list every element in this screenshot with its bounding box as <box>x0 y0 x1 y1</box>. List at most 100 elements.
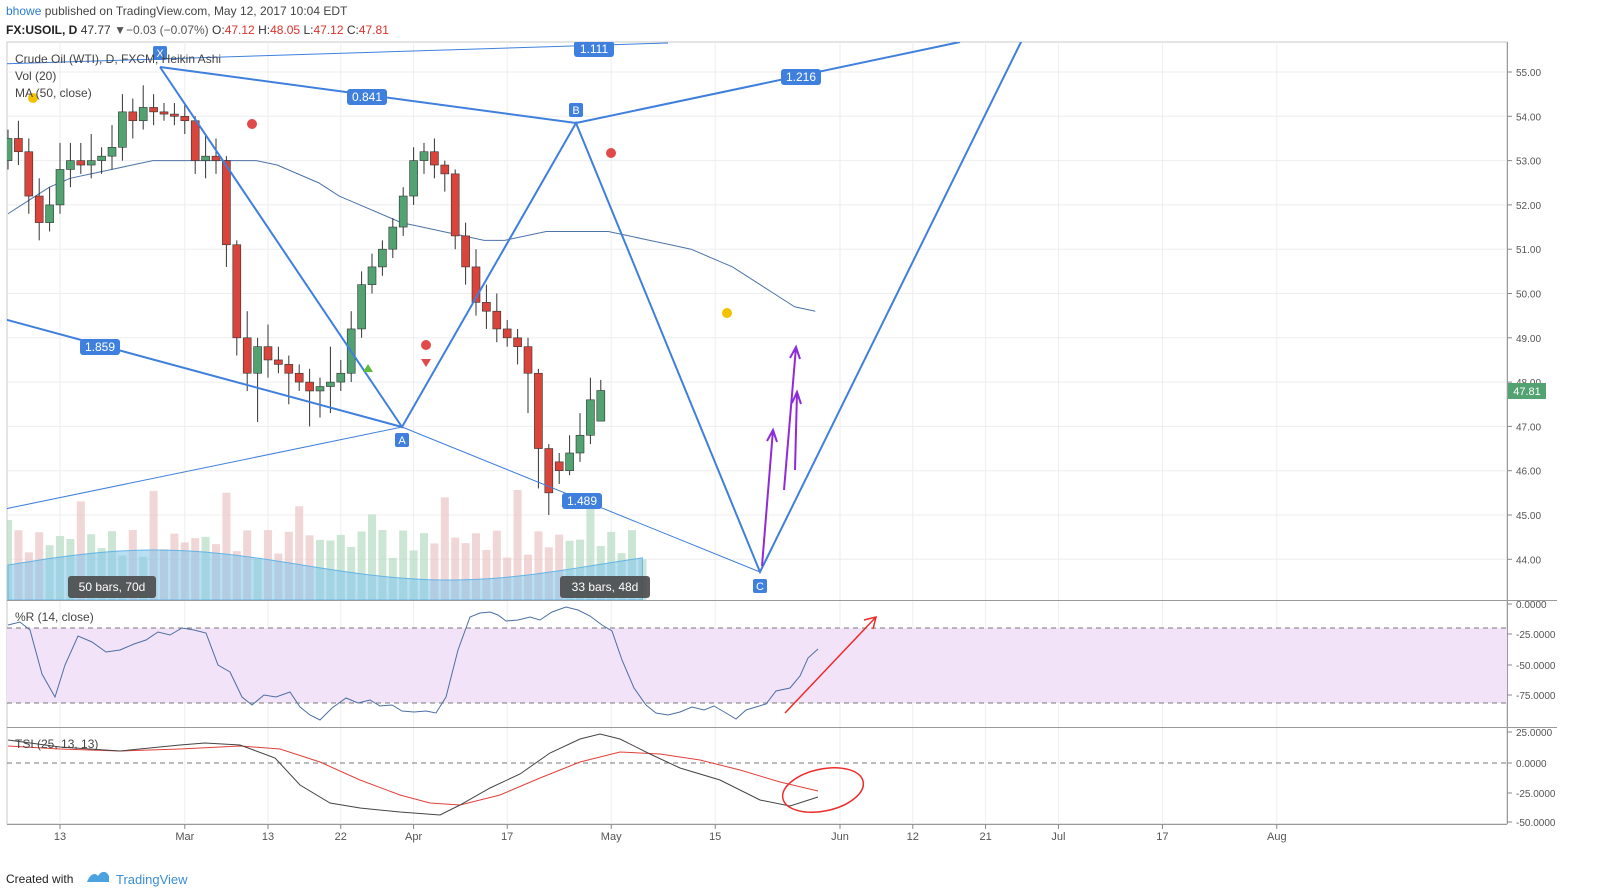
price-tick-label: 44.00 <box>1516 555 1541 566</box>
change-arrow-icon: ▼ <box>114 23 126 37</box>
volume-bar <box>420 533 428 600</box>
candle-body <box>138 107 148 122</box>
change-value: −0.03 (−0.07%) <box>125 23 209 37</box>
purple-projection-arrows[interactable] <box>761 344 802 567</box>
candle-body <box>66 160 75 170</box>
volume-ma-area <box>7 549 643 600</box>
tsi-tick-label: -25.0000 <box>1516 789 1556 800</box>
time-tick-label: 17 <box>501 831 513 843</box>
candle-body <box>242 337 252 374</box>
pattern-point-badge <box>753 579 767 593</box>
volume-bar <box>295 506 304 600</box>
candle-body <box>263 346 273 361</box>
candle-body <box>305 381 314 392</box>
candle-body <box>523 346 533 374</box>
volume-bar <box>149 490 158 600</box>
volume-bar <box>222 492 231 600</box>
pattern-labels: X A B C 1.111 0.841 1.216 1.859 1.489 <box>80 42 821 593</box>
candle-body <box>190 120 200 161</box>
price-tick-label: 49.00 <box>1516 334 1541 345</box>
price-tick-label: 51.00 <box>1516 245 1541 256</box>
candle-body <box>554 461 564 471</box>
candle-body <box>149 107 158 113</box>
xc-ratio-line-left[interactable] <box>0 318 403 428</box>
pattern-point-label: C <box>756 581 764 593</box>
tradingview-link[interactable]: TradingView <box>116 872 188 887</box>
ratio-label: 1.489 <box>567 494 597 508</box>
ratio-label: 1.216 <box>786 70 816 84</box>
candle-body <box>482 302 491 312</box>
tsi-tick-label: 25.0000 <box>1516 728 1553 739</box>
time-tick-label: 13 <box>262 831 274 843</box>
ratio-badge <box>562 493 602 509</box>
signal-markers <box>28 93 732 372</box>
volume-bar <box>76 501 85 600</box>
candle-body <box>76 160 86 166</box>
red-dot-marker <box>606 148 616 158</box>
volume-bar <box>492 530 501 600</box>
publish-line: bhowe published on TradingView.com, May … <box>6 4 347 18</box>
purple-arrow-1[interactable] <box>761 427 778 567</box>
time-tick-label: 15 <box>709 831 721 843</box>
volume-bar <box>409 550 418 600</box>
tsi-line <box>7 733 819 816</box>
time-tick-label: Jul <box>1051 831 1065 843</box>
candle-body <box>180 116 190 122</box>
volume-bar <box>472 533 480 600</box>
ma50-line <box>7 160 816 312</box>
candle-body <box>419 151 429 161</box>
high-value: 48.05 <box>270 23 301 37</box>
purple-arrow-3[interactable] <box>791 389 802 471</box>
ohlc-line: FX:USOIL, D 47.77 ▼−0.03 (−0.07%) O:47.1… <box>6 23 389 37</box>
candle-body <box>55 169 65 206</box>
volume-bar <box>513 490 522 600</box>
time-tick-label: 13 <box>54 831 66 843</box>
red-circle-annotation[interactable] <box>779 761 868 819</box>
time-tick-label: 21 <box>979 831 991 843</box>
price-tick-label: 50.00 <box>1516 290 1541 301</box>
wr-axis[interactable]: 0.0000 -25.0000 -50.0000 -75.0000 <box>1507 600 1556 702</box>
price-tick-label: 45.00 <box>1516 511 1541 522</box>
bar-range-label-2: 33 bars, 48d <box>572 580 639 594</box>
tsi-axis[interactable]: 25.0000 0.0000 -25.0000 -50.0000 <box>1507 728 1556 829</box>
bc-extension-line[interactable] <box>575 42 961 124</box>
volume-bar <box>451 537 460 600</box>
close-value: 47.81 <box>358 23 389 37</box>
wr-tick-label: -50.0000 <box>1516 661 1556 672</box>
candle-body <box>586 399 595 436</box>
a-projection-line[interactable] <box>0 426 403 510</box>
time-tick-label: May <box>601 831 622 843</box>
published-text: published on TradingView.com, May 12, 20… <box>44 4 348 18</box>
candle-body <box>336 372 346 383</box>
candle-body <box>45 204 54 223</box>
time-tick-label: 17 <box>1156 831 1168 843</box>
wr-tick-label: 0.0000 <box>1516 600 1547 611</box>
red-down-triangle-marker <box>421 359 431 367</box>
tradingview-logo-icon[interactable] <box>86 868 110 886</box>
volume-bar <box>534 531 543 600</box>
author-link[interactable]: bhowe <box>6 4 42 18</box>
red-arrow-wr[interactable] <box>784 615 878 714</box>
open-value: 47.12 <box>224 23 255 37</box>
candle-body <box>471 266 481 303</box>
low-value: 47.12 <box>313 23 344 37</box>
top-ratio-line[interactable] <box>0 42 669 65</box>
close-label: C: <box>346 23 359 37</box>
candle-body <box>274 359 283 365</box>
candle-body <box>253 346 262 374</box>
volume-bar <box>482 550 491 600</box>
candle-body <box>107 147 117 157</box>
candle-body <box>544 448 554 494</box>
time-tick-label: 22 <box>335 831 347 843</box>
candle-body <box>211 155 221 161</box>
chart-canvas[interactable]: X A B C 1.111 0.841 1.216 1.859 1.489 50 bars, 7… <box>0 0 1597 864</box>
volume-bar <box>368 514 376 600</box>
price-tick-label: 52.00 <box>1516 201 1541 212</box>
bar-range-labels: 50 bars, 70d 33 bars, 48d <box>68 576 650 598</box>
pattern-point-label: X <box>156 48 164 60</box>
price-axis[interactable]: 55.0054.0053.0052.0051.0050.0049.0048.00… <box>1507 68 1541 566</box>
tsi-signal-line <box>7 745 819 806</box>
open-label: O: <box>212 23 225 37</box>
purple-arrow-2[interactable] <box>783 344 801 491</box>
time-axis[interactable]: 13 Mar 13 22 Apr 17 May 15 Jun 12 21 Jul 17 Aug <box>54 824 1287 843</box>
